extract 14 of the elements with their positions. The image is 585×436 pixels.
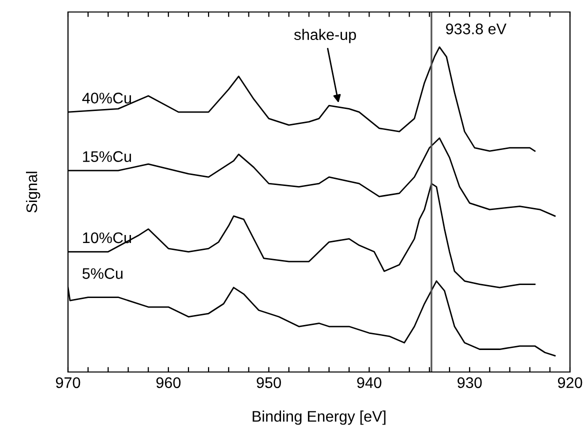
series-label: 5%Cu <box>82 268 122 279</box>
x-tick-label: 940 <box>357 377 382 388</box>
x-axis-title: Binding Energy [eV] <box>252 410 386 425</box>
y-axis-title: Signal <box>26 172 40 213</box>
x-tick-label: 960 <box>156 377 181 388</box>
x-tick-label: 930 <box>458 377 482 388</box>
series-label: 40%Cu <box>82 92 131 104</box>
x-tick-label: 950 <box>256 377 281 388</box>
ref-line-label: 933.8 eV <box>446 24 506 34</box>
series-label: 15%Cu <box>83 151 131 162</box>
x-tick-label: 970 <box>56 377 80 388</box>
x-tick-label: 920 <box>558 377 582 388</box>
annotation: shake-up <box>294 28 356 44</box>
series-label: 10%Cu <box>83 232 131 244</box>
